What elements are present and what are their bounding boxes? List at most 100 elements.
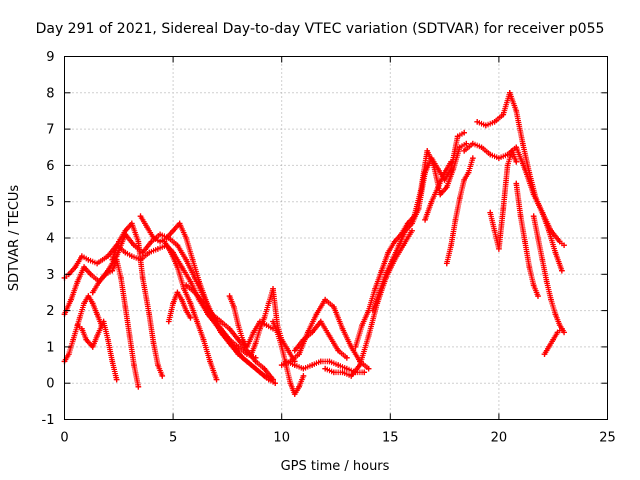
data-point [183, 307, 189, 314]
data-point [389, 256, 396, 263]
data-point [326, 358, 333, 365]
data-point [504, 162, 511, 169]
data-point [344, 365, 350, 372]
data-point [109, 267, 116, 274]
data-point [74, 278, 81, 285]
data-point [322, 365, 328, 372]
data-point [126, 333, 133, 339]
data-point [72, 264, 79, 270]
data-point [546, 227, 552, 234]
data-point [231, 304, 237, 310]
data-point [500, 111, 507, 118]
data-point [454, 133, 461, 140]
data-point [81, 264, 87, 270]
data-point [89, 344, 96, 350]
data-point [94, 260, 100, 267]
data-point [109, 358, 116, 365]
data-point [129, 220, 135, 227]
y-tick-label: 1 [46, 340, 54, 355]
data-point [435, 166, 441, 172]
y-tick-label: 0 [46, 377, 54, 392]
data-point [79, 325, 85, 332]
data-point [278, 362, 285, 368]
series-track-27 [541, 325, 565, 357]
data-point [176, 220, 183, 227]
data-point [335, 347, 341, 354]
series-track-23 [474, 90, 565, 274]
data-point [402, 227, 409, 234]
data-point [415, 206, 422, 212]
data-point [359, 322, 365, 328]
data-point [183, 235, 189, 241]
data-point [506, 90, 513, 96]
data-point [183, 256, 189, 263]
data-point [526, 264, 533, 270]
y-tick-label: 8 [46, 86, 54, 101]
data-point [513, 180, 520, 187]
data-point [385, 249, 391, 256]
data-point [296, 384, 302, 390]
data-point [178, 296, 185, 303]
data-point [559, 325, 565, 332]
data-point [79, 253, 85, 259]
data-point [372, 286, 378, 292]
data-point [441, 169, 448, 176]
series-track-25 [513, 180, 541, 299]
data-point [83, 336, 90, 343]
data-point [335, 362, 341, 368]
data-point [391, 238, 398, 245]
data-point [66, 351, 72, 357]
data-point [170, 227, 176, 234]
y-tick-label: 2 [46, 304, 54, 319]
series-track-16 [291, 318, 350, 361]
data-point [461, 148, 467, 154]
data-point [339, 369, 346, 376]
data-point [409, 227, 415, 234]
data-point [105, 253, 111, 259]
x-tick-label: 5 [169, 431, 177, 446]
data-point [252, 340, 259, 347]
data-point [548, 296, 554, 303]
data-point [183, 282, 189, 288]
data-point [139, 275, 146, 281]
data-point [261, 315, 268, 321]
series-track-21 [443, 155, 476, 267]
data-point [155, 246, 161, 252]
data-point [89, 289, 96, 296]
data-point [146, 249, 153, 256]
data-point [443, 184, 450, 190]
series-track-08 [161, 238, 220, 383]
data-point [129, 253, 135, 259]
data-point [309, 329, 315, 336]
data-point [159, 373, 166, 379]
data-point [322, 296, 328, 303]
data-point [435, 184, 441, 190]
data-point [287, 380, 294, 386]
data-point [291, 347, 298, 354]
data-point [317, 318, 324, 325]
data-point [470, 140, 476, 147]
y-tick-label: 9 [46, 50, 54, 65]
data-point [270, 376, 276, 383]
data-point [344, 354, 350, 361]
data-point [513, 158, 520, 165]
scatter-trail [487, 148, 520, 252]
data-point [163, 235, 170, 241]
data-point [174, 289, 181, 296]
data-point [263, 322, 270, 328]
data-point [417, 188, 424, 194]
data-point [396, 242, 402, 249]
series-track-26 [530, 213, 567, 336]
data-point [509, 148, 515, 154]
data-point [270, 318, 276, 325]
data-point [478, 144, 485, 151]
data-point [187, 278, 194, 285]
data-point [209, 311, 215, 318]
data-point [135, 384, 142, 390]
data-point [361, 369, 368, 376]
data-point [526, 169, 533, 176]
data-point [376, 289, 383, 296]
data-point [352, 344, 359, 350]
scatter-trail [474, 90, 565, 274]
